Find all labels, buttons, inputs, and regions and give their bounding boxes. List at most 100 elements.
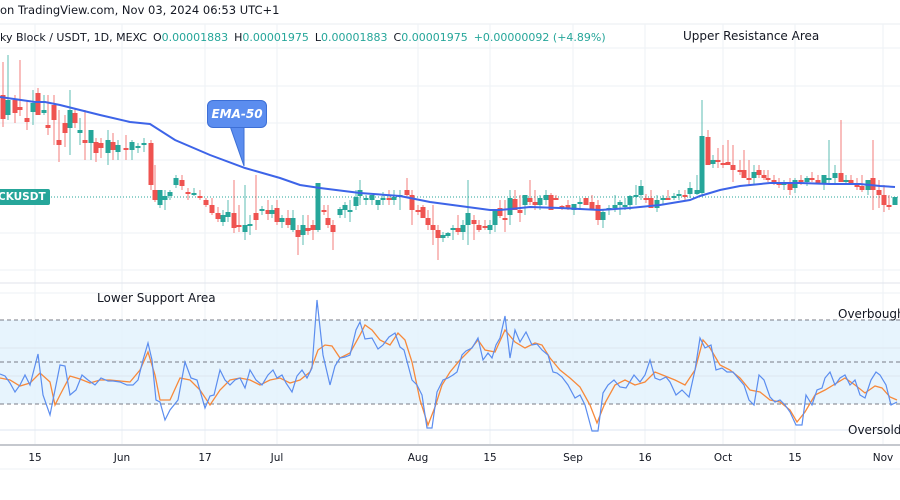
- snapshot-title: on TradingView.com, Nov 03, 2024 06:53 U…: [0, 3, 280, 17]
- time-axis-label: Oct: [713, 452, 733, 464]
- candle-bearish: [12, 100, 18, 113]
- candle-bearish: [72, 113, 78, 123]
- candle-bullish: [577, 202, 583, 204]
- time-axis-label: 16: [638, 452, 652, 464]
- candle-bearish: [730, 165, 736, 170]
- candle-bullish: [445, 233, 451, 236]
- candle-bearish: [527, 198, 533, 202]
- candle-bearish: [648, 198, 654, 208]
- candle-bearish: [643, 198, 649, 200]
- candle-bearish: [705, 137, 711, 165]
- candle-bearish: [185, 192, 191, 194]
- time-axis-label: 17: [198, 452, 212, 464]
- candle-bullish: [617, 202, 623, 205]
- candle-bearish: [24, 118, 30, 122]
- candle-bearish: [409, 195, 415, 210]
- high-label: H: [234, 30, 243, 44]
- candle-bullish: [627, 196, 633, 205]
- candle-bearish: [82, 140, 88, 143]
- rsi-line: [0, 299, 898, 432]
- time-axis-label: Nov: [872, 452, 894, 464]
- candle-bearish: [715, 160, 721, 162]
- candle-bearish: [56, 140, 62, 145]
- candle-bullish: [892, 197, 898, 205]
- candle-bearish: [425, 218, 431, 225]
- candle-bullish: [259, 209, 265, 211]
- time-axis-label: Jun: [113, 452, 131, 464]
- low-value: 0.00001883: [321, 30, 388, 44]
- candle-bearish: [265, 210, 271, 214]
- candle-bearish: [725, 162, 731, 165]
- candle-bullish: [391, 197, 397, 200]
- candle-bullish: [167, 192, 173, 196]
- candle-bearish: [305, 228, 311, 231]
- candle-bullish: [571, 204, 577, 210]
- overbought-label: Overbought: [838, 307, 900, 321]
- candle-bullish: [804, 178, 810, 182]
- candle-bullish: [612, 205, 618, 208]
- candle-bearish: [98, 143, 104, 148]
- symbol-name[interactable]: ky Block / USDT, 1D, MEXC: [0, 30, 147, 44]
- candle-bearish: [848, 180, 854, 184]
- candle-bullish: [751, 172, 757, 178]
- candle-bullish: [88, 130, 94, 143]
- ema-50-callout: EMA-50: [207, 100, 267, 128]
- candle-bullish: [492, 210, 498, 225]
- candle-bearish: [110, 142, 116, 150]
- candle-bullish: [173, 178, 179, 185]
- candle-bearish: [771, 180, 777, 183]
- candle-bullish: [460, 225, 466, 232]
- candle-bearish: [756, 170, 762, 175]
- candle-bearish: [583, 198, 589, 205]
- candle-bearish: [386, 198, 392, 200]
- candle-bearish: [548, 195, 554, 210]
- candle-bullish: [141, 143, 147, 145]
- low-label: L: [314, 30, 322, 44]
- time-axis-label: 15: [788, 452, 802, 464]
- candle-bullish: [162, 196, 168, 200]
- candle-bearish: [274, 208, 280, 222]
- candle-bearish: [295, 230, 301, 237]
- candle-bearish: [0, 95, 6, 119]
- candle-bearish: [886, 205, 892, 207]
- candle-bullish: [465, 213, 471, 225]
- candle-bullish: [363, 198, 369, 200]
- candle-bullish: [676, 194, 682, 196]
- candle-bearish: [565, 205, 571, 208]
- candle-bearish: [253, 213, 259, 220]
- candle-bullish: [622, 205, 628, 207]
- candle-bearish: [761, 175, 767, 178]
- high-value: 0.00001975: [242, 30, 309, 44]
- candle-bearish: [404, 190, 410, 195]
- candle-bearish: [236, 225, 242, 227]
- candle-bullish: [337, 209, 343, 215]
- candle-bullish: [710, 160, 716, 164]
- candle-bearish: [553, 198, 559, 200]
- candle-bullish: [450, 228, 456, 230]
- candle-bearish: [152, 190, 158, 200]
- candle-bullish: [157, 190, 163, 205]
- candle-bearish: [809, 178, 815, 180]
- candle-bullish: [660, 198, 666, 200]
- candle-bullish: [353, 197, 359, 206]
- candle-bullish: [843, 180, 849, 182]
- candle-bearish: [330, 225, 336, 232]
- candle-bullish: [600, 212, 606, 220]
- candle-bullish: [671, 196, 677, 198]
- candle-bullish: [638, 186, 644, 195]
- candle-bearish: [51, 105, 57, 120]
- candle-bullish: [115, 145, 121, 152]
- candle-bullish: [832, 173, 838, 178]
- candle-bearish: [325, 218, 331, 225]
- candle-bullish: [440, 235, 446, 238]
- candle-bearish: [787, 182, 793, 190]
- candle-bullish: [135, 146, 141, 148]
- candle-bearish: [517, 210, 523, 213]
- candle-bearish: [471, 220, 477, 224]
- candle-bullish: [633, 195, 639, 197]
- candle-bearish: [815, 180, 821, 183]
- candle-bullish: [507, 198, 513, 215]
- open-label: O: [152, 30, 162, 44]
- change-value: +0.00000092 (+4.89%): [473, 30, 606, 44]
